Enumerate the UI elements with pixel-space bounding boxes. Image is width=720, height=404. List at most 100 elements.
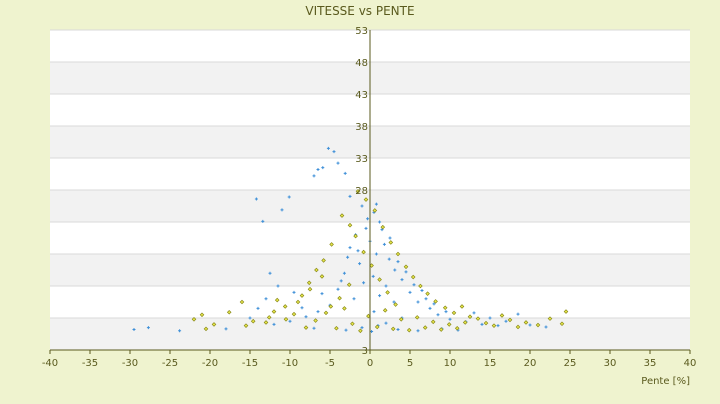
data-points: [132, 146, 569, 334]
data-point: [406, 327, 412, 333]
data-point: [412, 283, 416, 287]
data-point: [321, 258, 326, 263]
data-point: [360, 326, 364, 330]
data-point: [328, 304, 334, 309]
data-point: [224, 327, 228, 331]
data-point: [254, 197, 258, 201]
data-point: [398, 316, 404, 322]
data-point: [347, 222, 353, 228]
data-point: [323, 310, 329, 316]
data-point: [299, 293, 305, 298]
data-point: [339, 213, 345, 218]
data-point: [535, 322, 541, 328]
data-point: [283, 316, 289, 322]
data-point: [346, 255, 350, 259]
data-point: [392, 300, 396, 304]
data-point: [403, 264, 409, 270]
data-point: [304, 315, 308, 319]
x-tick-label: 35: [644, 358, 657, 369]
data-point: [226, 309, 232, 315]
data-point: [408, 290, 412, 294]
y-tick-label: 33: [355, 154, 368, 165]
data-point: [420, 288, 424, 292]
data-point: [451, 310, 457, 316]
data-point: [272, 322, 276, 326]
data-point: [378, 220, 382, 224]
y-tick-label: 48: [355, 58, 368, 69]
data-point: [248, 316, 252, 320]
data-point: [544, 325, 548, 329]
data-point: [312, 326, 316, 330]
x-tick-label: -40: [42, 358, 58, 369]
data-point: [499, 313, 505, 318]
y-tick-label: 43: [355, 90, 368, 101]
data-point: [480, 322, 484, 326]
data-point: [342, 271, 346, 275]
x-tick-label: 10: [444, 358, 457, 369]
chart-title: VITESSE vs PENTE: [305, 4, 414, 18]
data-point: [276, 284, 280, 288]
data-point: [295, 299, 301, 305]
data-point: [352, 297, 356, 301]
x-tick-label: -30: [122, 358, 138, 369]
data-point: [563, 309, 569, 314]
data-point: [559, 321, 565, 327]
data-point: [387, 257, 391, 261]
data-point: [191, 316, 197, 322]
data-point: [396, 328, 400, 332]
data-point: [329, 242, 334, 247]
data-point: [384, 284, 388, 288]
data-point: [320, 292, 324, 296]
data-point: [400, 278, 404, 282]
data-point: [361, 249, 366, 255]
data-point: [523, 320, 529, 325]
data-point: [353, 233, 358, 239]
data-point: [316, 168, 320, 172]
data-point: [321, 166, 325, 170]
data-point: [274, 297, 280, 303]
x-axis-label: Pente [%]: [641, 376, 690, 387]
data-point: [344, 328, 348, 332]
data-point: [380, 228, 384, 232]
x-tick-label: 5: [407, 358, 413, 369]
x-tick-label: 25: [564, 358, 577, 369]
data-point: [268, 271, 272, 275]
data-point: [292, 290, 296, 294]
data-point: [363, 197, 369, 202]
data-point: [199, 312, 205, 318]
data-point: [132, 328, 136, 332]
data-point: [314, 267, 319, 273]
x-tick-label: 30: [604, 358, 617, 369]
data-point: [416, 329, 420, 333]
data-point: [433, 299, 438, 304]
data-point: [382, 308, 388, 313]
x-tick-label: -20: [202, 358, 218, 369]
data-point: [424, 297, 428, 301]
data-point: [475, 316, 481, 321]
data-point: [339, 279, 343, 283]
x-axis-ticks: -40 -35 -30 -25 -20 -15 -10 -5 0 5 10 15 20 25 30 35 40: [42, 350, 696, 369]
data-point: [378, 294, 382, 298]
data-point: [516, 312, 520, 316]
data-point: [319, 274, 325, 279]
data-point: [483, 320, 489, 326]
data-point: [266, 315, 272, 320]
data-point: [395, 251, 401, 257]
x-tick-label: -25: [162, 358, 178, 369]
data-point: [358, 328, 363, 334]
data-point: [372, 310, 376, 314]
data-point: [372, 208, 378, 213]
data-point: [462, 320, 468, 325]
data-point: [348, 194, 352, 198]
data-point: [374, 202, 378, 206]
data-point: [370, 329, 374, 333]
data-point: [366, 217, 370, 221]
data-point: [203, 326, 209, 332]
data-point: [491, 323, 497, 328]
data-point: [507, 317, 513, 323]
data-point: [250, 318, 256, 324]
data-point: [346, 282, 352, 288]
data-point: [239, 299, 245, 305]
data-point: [384, 321, 388, 325]
y-tick-label: 28: [355, 186, 368, 197]
